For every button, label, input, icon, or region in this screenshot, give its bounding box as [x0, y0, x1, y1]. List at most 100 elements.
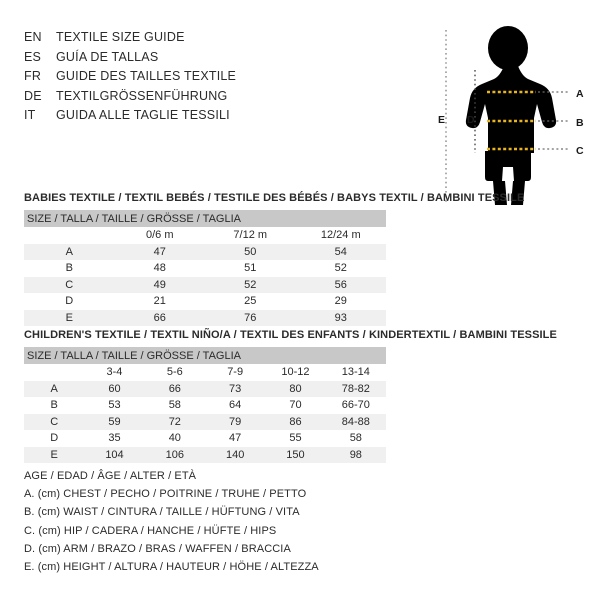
- language-row: IT GUIDA ALLE TAGLIE TESSILI: [24, 108, 354, 128]
- legend-row: D. (cm) ARM / BRAZO / BRAS / WAFFEN / BR…: [24, 542, 291, 555]
- measurement-cell: 80: [265, 380, 326, 397]
- measurement-cell: 29: [295, 293, 386, 310]
- table-row: D 21 25 29: [24, 293, 386, 310]
- row-key-cell: A: [24, 243, 115, 260]
- table-row: C 59 72 79 86 84-88: [24, 413, 386, 430]
- language-code: IT: [24, 108, 36, 122]
- language-row: EN TEXTILE SIZE GUIDE: [24, 30, 354, 50]
- figure-label-a: A: [576, 88, 584, 100]
- column-header-cell: 5-6: [144, 364, 205, 381]
- legend-row: A. (cm) CHEST / PECHO / POITRINE / TRUHE…: [24, 488, 307, 501]
- measurement-cell: 55: [265, 430, 326, 447]
- measurement-cell: 52: [295, 260, 386, 277]
- column-header-cell: 3-4: [84, 364, 145, 381]
- column-header-cell: 7-9: [204, 364, 266, 381]
- language-header: EN TEXTILE SIZE GUIDE ES GUÍA DE TALLAS FR GU…: [24, 30, 354, 128]
- language-title: GUIDE DES TAILLES TEXTILE: [56, 69, 237, 83]
- table-row: D 35 40 47 55 58: [24, 430, 386, 447]
- size-figure-diagram: E D A B C: [430, 22, 600, 207]
- children-section-title: CHILDREN'S TEXTILE / TEXTIL NIÑO/A / TEX…: [24, 329, 557, 341]
- measurement-cell: 86: [265, 413, 326, 430]
- measurement-cell: 25: [205, 293, 296, 310]
- language-row: DE TEXTILGRÖSSENFÜHRUNG: [24, 89, 354, 109]
- language-code: FR: [24, 69, 42, 83]
- language-code: DE: [24, 88, 42, 103]
- column-header-cell: 0/6 m: [114, 227, 205, 244]
- measurement-legend: AGE / EDAD / ÂGE / ALTER / ETÀ A. (cm) CH…: [24, 470, 384, 579]
- measurement-cell: 73: [204, 380, 266, 397]
- measurement-cell: 51: [205, 260, 296, 277]
- measurement-cell: 76: [205, 309, 296, 326]
- row-key-cell: E: [24, 309, 115, 326]
- table-row: A 47 50 54: [24, 243, 386, 260]
- measurement-cell: 66-70: [325, 397, 386, 414]
- figure-label-b: B: [576, 117, 584, 129]
- measurement-cell: 150: [265, 446, 326, 463]
- measurement-cell: 106: [144, 446, 205, 463]
- table-row: C 49 52 56: [24, 276, 386, 293]
- measurement-cell: 50: [205, 243, 296, 260]
- table-row: A 60 66 73 80 78-82: [24, 380, 386, 397]
- legend-row: AGE / EDAD / ÂGE / ALTER / ETÀ: [24, 470, 197, 482]
- babies-size-table: SIZE / TALLA / TAILLE / GRÖSSE / TAGLIA 0…: [24, 210, 386, 326]
- measurement-cell: 84-88: [325, 413, 386, 430]
- column-header-spacer: [24, 364, 85, 381]
- column-header-cell: 12/24 m: [295, 227, 386, 244]
- language-title: TEXTILGRÖSSENFÜHRUNG: [56, 88, 228, 103]
- figure-label-c: C: [576, 145, 584, 157]
- measurement-cell: 56: [295, 276, 386, 293]
- column-header-row: 0/6 m 7/12 m 12/24 m: [24, 227, 386, 244]
- language-code: ES: [24, 49, 42, 64]
- child-silhouette-svg: [445, 26, 570, 205]
- column-header-cell: 13-14: [325, 364, 386, 381]
- measurement-cell: 58: [325, 430, 386, 447]
- measurement-cell: 53: [84, 397, 145, 414]
- figure-label-e: E: [438, 114, 446, 126]
- measurement-cell: 98: [325, 446, 386, 463]
- size-header-label: SIZE / TALLA / TAILLE / GRÖSSE / TAGLIA: [24, 210, 386, 227]
- measurement-cell: 78-82: [325, 380, 386, 397]
- measurement-cell: 52: [205, 276, 296, 293]
- measurement-cell: 48: [114, 260, 205, 277]
- row-key-cell: B: [24, 260, 115, 277]
- language-title: GUIDA ALLE TAGLIE TESSILI: [56, 108, 230, 122]
- column-header-cell: 7/12 m: [205, 227, 296, 244]
- legend-row: E. (cm) HEIGHT / ALTURA / HAUTEUR / HÖHE…: [24, 560, 319, 573]
- measurement-cell: 40: [144, 430, 205, 447]
- babies-size-section: BABIES TEXTILE / TEXTIL BEBÉS / TESTILE …: [24, 192, 524, 326]
- measurement-cell: 140: [204, 446, 266, 463]
- table-row: B 48 51 52: [24, 260, 386, 277]
- measurement-cell: 47: [114, 243, 205, 260]
- measurement-cell: 54: [295, 243, 386, 260]
- size-header-label: SIZE / TALLA / TAILLE / GRÖSSE / TAGLIA: [24, 347, 386, 364]
- table-row: E 104 106 140 150 98: [24, 446, 386, 463]
- measurement-cell: 93: [295, 309, 386, 326]
- row-key-cell: C: [24, 413, 85, 430]
- legend-row: C. (cm) HIP / CADERA / HANCHE / HÜFTE / …: [24, 524, 277, 537]
- table-row: E 66 76 93: [24, 309, 386, 326]
- measurement-cell: 47: [204, 430, 266, 447]
- measurement-cell: 70: [265, 397, 326, 414]
- babies-table-body: SIZE / TALLA / TAILLE / GRÖSSE / TAGLIA 0…: [24, 210, 386, 326]
- row-key-cell: B: [24, 397, 85, 414]
- row-key-cell: A: [24, 380, 85, 397]
- column-header-cell: 10-12: [265, 364, 326, 381]
- row-key-cell: D: [24, 293, 115, 310]
- table-row: B 53 58 64 70 66-70: [24, 397, 386, 414]
- legend-row: B. (cm) WAIST / CINTURA / TAILLE / HÜFTU…: [24, 506, 300, 519]
- row-key-cell: C: [24, 276, 115, 293]
- measurement-cell: 60: [84, 380, 145, 397]
- language-row: ES GUÍA DE TALLAS: [24, 50, 354, 70]
- row-key-cell: D: [24, 430, 85, 447]
- language-title: GUÍA DE TALLAS: [56, 49, 159, 64]
- measurement-cell: 49: [114, 276, 205, 293]
- measurement-cell: 104: [84, 446, 145, 463]
- measurement-cell: 35: [84, 430, 145, 447]
- figure-label-d: D: [467, 114, 475, 126]
- measurement-cell: 79: [204, 413, 266, 430]
- measurement-cell: 59: [84, 413, 145, 430]
- column-header-spacer: [24, 227, 115, 244]
- row-key-cell: E: [24, 446, 85, 463]
- language-code: EN: [24, 30, 42, 44]
- column-header-row: 3-4 5-6 7-9 10-12 13-14: [24, 364, 386, 381]
